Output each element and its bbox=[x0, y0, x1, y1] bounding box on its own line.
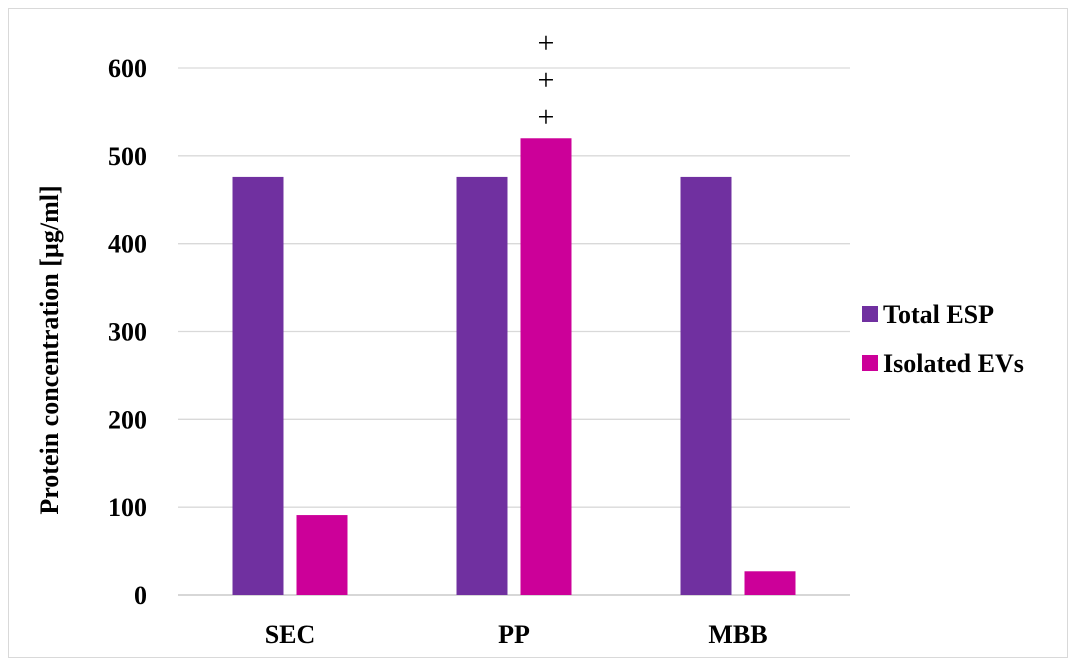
bar-total-esp-mbb bbox=[680, 176, 732, 595]
significance-mark: + bbox=[538, 63, 555, 96]
legend-label: Total ESP bbox=[883, 300, 994, 329]
bar-total-esp-pp bbox=[456, 176, 508, 595]
legend: Total ESP Isolated EVs bbox=[862, 300, 1024, 378]
x-tick-label: SEC bbox=[265, 620, 316, 649]
bar-total-esp-sec bbox=[232, 176, 284, 595]
gridlines bbox=[178, 67, 850, 596]
y-tick-label: 500 bbox=[108, 142, 147, 171]
y-tick-label: 0 bbox=[134, 581, 147, 610]
legend-swatch bbox=[862, 306, 878, 322]
bar-isolated-evs-pp bbox=[520, 138, 572, 595]
significance-mark: + bbox=[538, 26, 555, 59]
bar-isolated-evs-sec bbox=[296, 515, 348, 595]
x-tick-label: PP bbox=[498, 620, 530, 649]
y-tick-label: 600 bbox=[108, 54, 147, 83]
y-tick-label: 200 bbox=[108, 405, 147, 434]
y-tick-label: 300 bbox=[108, 318, 147, 347]
x-tick-label: MBB bbox=[708, 620, 767, 649]
annotations: + + + bbox=[538, 26, 555, 133]
y-tick-label: 400 bbox=[108, 230, 147, 259]
bar-isolated-evs-mbb bbox=[744, 571, 796, 595]
significance-mark: + bbox=[538, 100, 555, 133]
y-tick-label: 100 bbox=[108, 493, 147, 522]
y-axis-label: Protein concentration [µg/ml] bbox=[35, 185, 64, 514]
bars bbox=[232, 138, 796, 595]
legend-label: Isolated EVs bbox=[883, 349, 1024, 378]
legend-swatch bbox=[862, 355, 878, 371]
y-tick-labels: 0 100 200 300 400 500 600 bbox=[108, 54, 147, 610]
x-tick-labels: SEC PP MBB bbox=[265, 620, 768, 649]
